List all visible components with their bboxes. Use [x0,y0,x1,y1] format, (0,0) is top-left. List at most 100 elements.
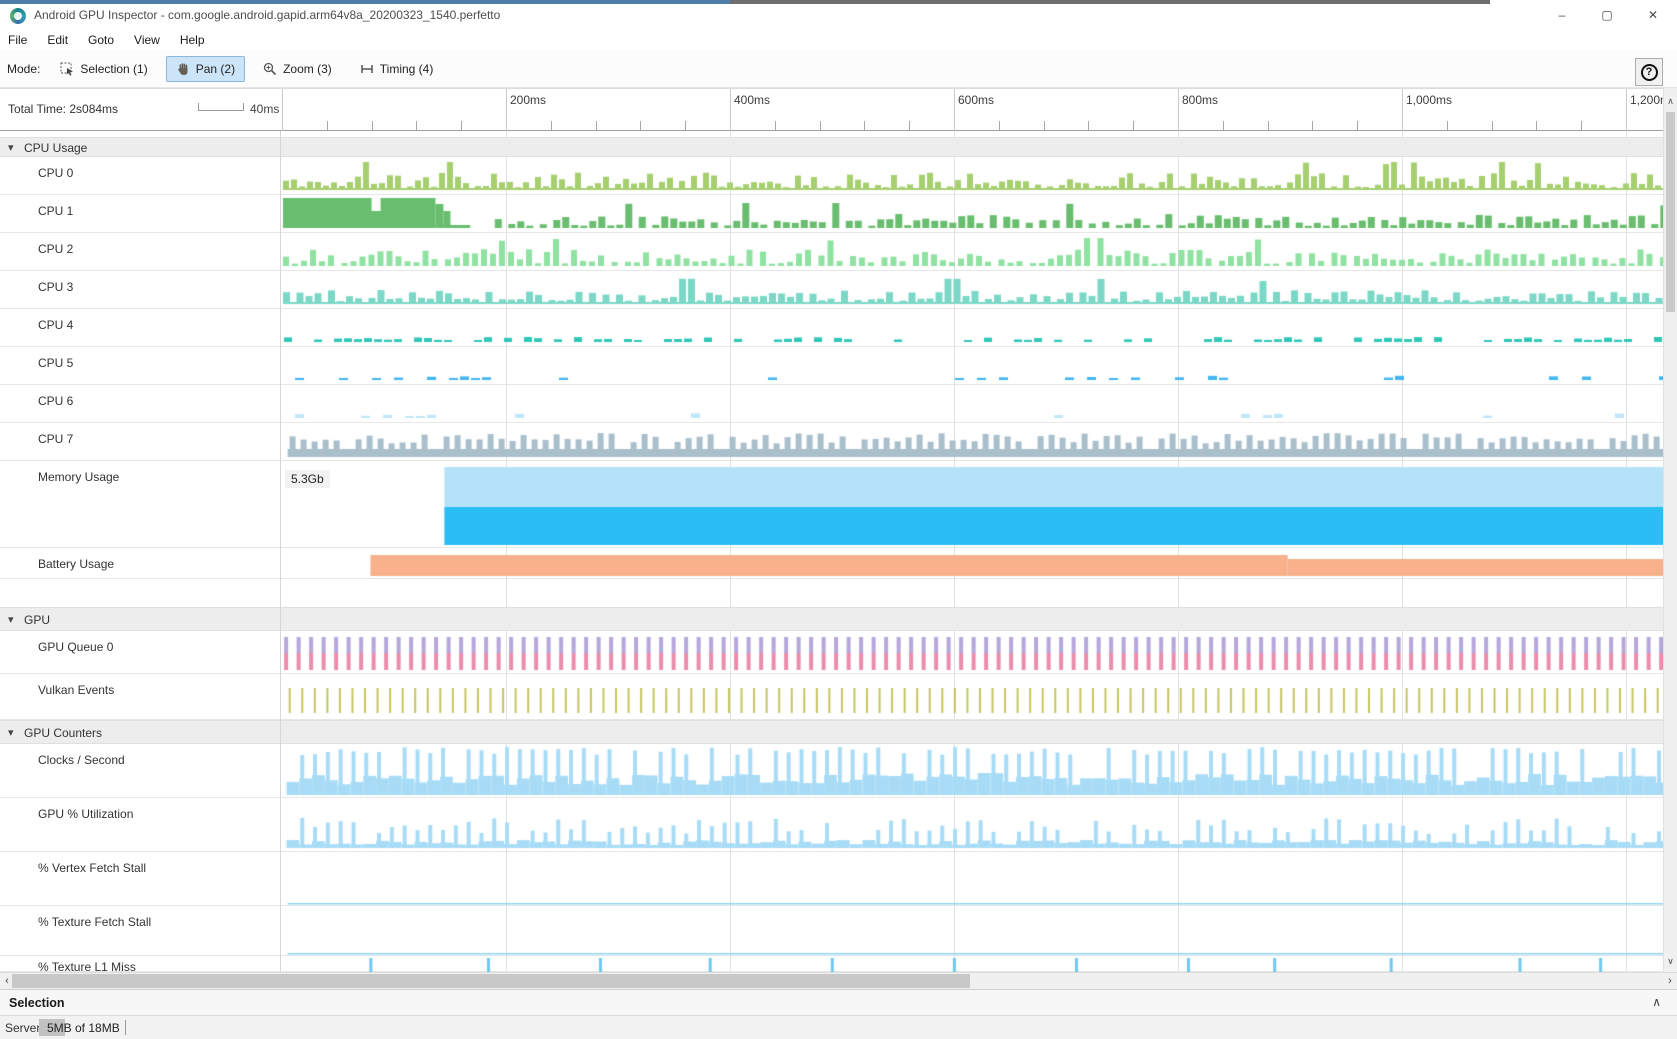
server-memory-progress [39,1019,65,1036]
menu-item-view[interactable]: View [134,33,160,47]
title-bar: Android GPU Inspector - com.google.andro… [0,0,1677,30]
track-chart-cpu-3[interactable] [282,271,1677,309]
selection-mode-icon [60,62,74,76]
menu-item-file[interactable]: File [8,33,28,47]
menu-item-goto[interactable]: Goto [88,33,115,47]
collapse-chevron-icon[interactable]: ∧ [1652,995,1661,1009]
mode-button-selection[interactable]: Selection (1) [50,56,157,82]
track-row-gpu-queue-0: GPU Queue 0 [0,631,1677,674]
ruler-minor-tick [909,121,911,130]
collapse-arrow-icon[interactable]: ▾ [8,727,14,739]
track-label-clocks-per-second: Clocks / Second [38,753,125,767]
section-label: CPU Usage [24,141,88,155]
server-label: Server: [5,1021,44,1035]
ruler-minor-tick [774,121,776,130]
mode-label: Mode: [7,61,41,76]
pan-hand-icon [176,62,190,76]
ruler-minor-tick [416,121,418,130]
mode-button-label: Pan (2) [195,61,236,76]
section-header-gpu-counters[interactable]: ▾ GPU Counters [0,720,1677,744]
section-header-gpu[interactable]: ▾ GPU [0,607,1677,631]
track-row-clocks-per-second: Clocks / Second [0,744,1677,798]
mode-button-label: Selection (1) [80,61,148,76]
track-chart-cpu-0[interactable] [282,157,1677,195]
track-label-memory-usage: Memory Usage [38,470,120,484]
ruler-minor-tick [1088,121,1090,130]
mode-button-pan[interactable]: Pan (2) [165,55,246,82]
scroll-up-arrow-icon[interactable]: ∧ [1667,96,1674,106]
collapse-arrow-icon[interactable]: ▾ [8,614,14,626]
section-label: GPU Counters [24,726,103,740]
track-row-vulkan-events: Vulkan Events [0,674,1677,720]
minimize-button[interactable]: – [1558,8,1566,22]
ruler-minor-tick [461,121,463,130]
track-chart-cpu-6[interactable] [282,385,1677,423]
close-button[interactable]: ✕ [1647,8,1659,22]
track-chart-texture-l1-miss[interactable] [282,956,1677,972]
track-row-cpu-4: CPU 4 [0,309,1677,347]
track-chart-memory-usage[interactable] [282,461,1677,548]
section-header-cpu-usage[interactable]: ▾ CPU Usage [0,137,1677,157]
ruler-minor-tick [1267,121,1269,130]
track-chart-gpu-queue-0[interactable] [282,631,1677,674]
ruler-major-tick [506,89,507,131]
track-chart-vertex-fetch-stall[interactable] [282,852,1677,906]
window-title: Android GPU Inspector - com.google.andro… [34,8,501,22]
ruler-minor-tick [998,121,1000,130]
total-time-label: Total Time: 2s084ms [8,102,119,116]
track-label-vulkan-events: Vulkan Events [38,683,115,697]
ruler-minor-tick [1312,121,1314,130]
track-label-texture-l1-miss: % Texture L1 Miss [38,960,136,972]
timeline-tracks: ▾ CPU Usage CPU 0 CPU 1 CPU 2 CPU 3 CPU 4 CPU 5… [0,131,1677,972]
track-row-cpu-3: CPU 3 [0,271,1677,309]
track-chart-gpu-utilization[interactable] [282,798,1677,852]
ruler-tick-label: 1,000ms [1406,93,1453,107]
help-button[interactable]: ? [1635,58,1663,86]
mode-button-timing[interactable]: Timing (4) [350,56,444,82]
scroll-right-arrow-icon[interactable]: › [1668,975,1672,987]
track-label-cpu-2: CPU 2 [38,242,74,256]
track-chart-vulkan-events[interactable] [282,674,1677,720]
maximize-button[interactable]: ▢ [1601,8,1613,22]
track-row-cpu-0: CPU 0 [0,157,1677,195]
ruler-major-tick [282,89,283,131]
collapse-arrow-icon[interactable]: ▾ [8,142,14,154]
ruler-major-tick [1402,89,1403,131]
track-row-texture-l1-miss: % Texture L1 Miss [0,956,1677,972]
horizontal-scrollbar[interactable]: ‹ › [0,972,1677,989]
track-chart-cpu-1[interactable] [282,195,1677,233]
top-border-strip [730,0,1490,4]
track-chart-cpu-2[interactable] [282,233,1677,271]
ruler-minor-tick [1446,121,1448,130]
track-chart-cpu-4[interactable] [282,309,1677,347]
status-divider [125,1020,126,1035]
ruler-major-tick [730,89,731,131]
track-chart-battery-usage[interactable] [282,548,1677,579]
ruler-minor-tick [1133,121,1135,130]
menu-item-help[interactable]: Help [179,33,205,47]
track-label-cpu-4: CPU 4 [38,318,74,332]
horizontal-scrollbar-thumb[interactable] [12,974,970,988]
track-chart-clocks-per-second[interactable] [282,744,1677,798]
track-label-gpu-queue-0: GPU Queue 0 [38,640,114,654]
track-row-cpu-2: CPU 2 [0,233,1677,271]
ruler-major-tick [1178,89,1179,131]
vertical-scrollbar[interactable]: ∧ ∨ [1663,88,1677,972]
timeline-ruler[interactable]: Total Time: 2s084ms 40ms 200ms 400ms 600ms… [0,88,1677,131]
ruler-minor-tick [1491,121,1493,130]
track-label-cpu-7: CPU 7 [38,432,74,446]
vertical-scrollbar-thumb[interactable] [1666,112,1675,312]
track-label-cpu-6: CPU 6 [38,394,74,408]
track-chart-cpu-7[interactable] [282,423,1677,461]
track-chart-cpu-5[interactable] [282,347,1677,385]
ruler-tick-label: 600ms [958,93,995,107]
menu-bar: File Edit Goto View Help [0,30,1677,50]
scroll-left-arrow-icon[interactable]: ‹ [5,975,9,987]
status-bar: Server: 5MB of 18MB [0,1016,1677,1039]
menu-item-edit[interactable]: Edit [47,33,69,47]
scroll-down-arrow-icon[interactable]: ∨ [1667,956,1674,966]
mode-button-zoom[interactable]: Zoom (3) [253,56,342,82]
track-chart-texture-fetch-stall[interactable] [282,906,1677,956]
selection-panel-header[interactable]: Selection ∧ [0,989,1677,1016]
